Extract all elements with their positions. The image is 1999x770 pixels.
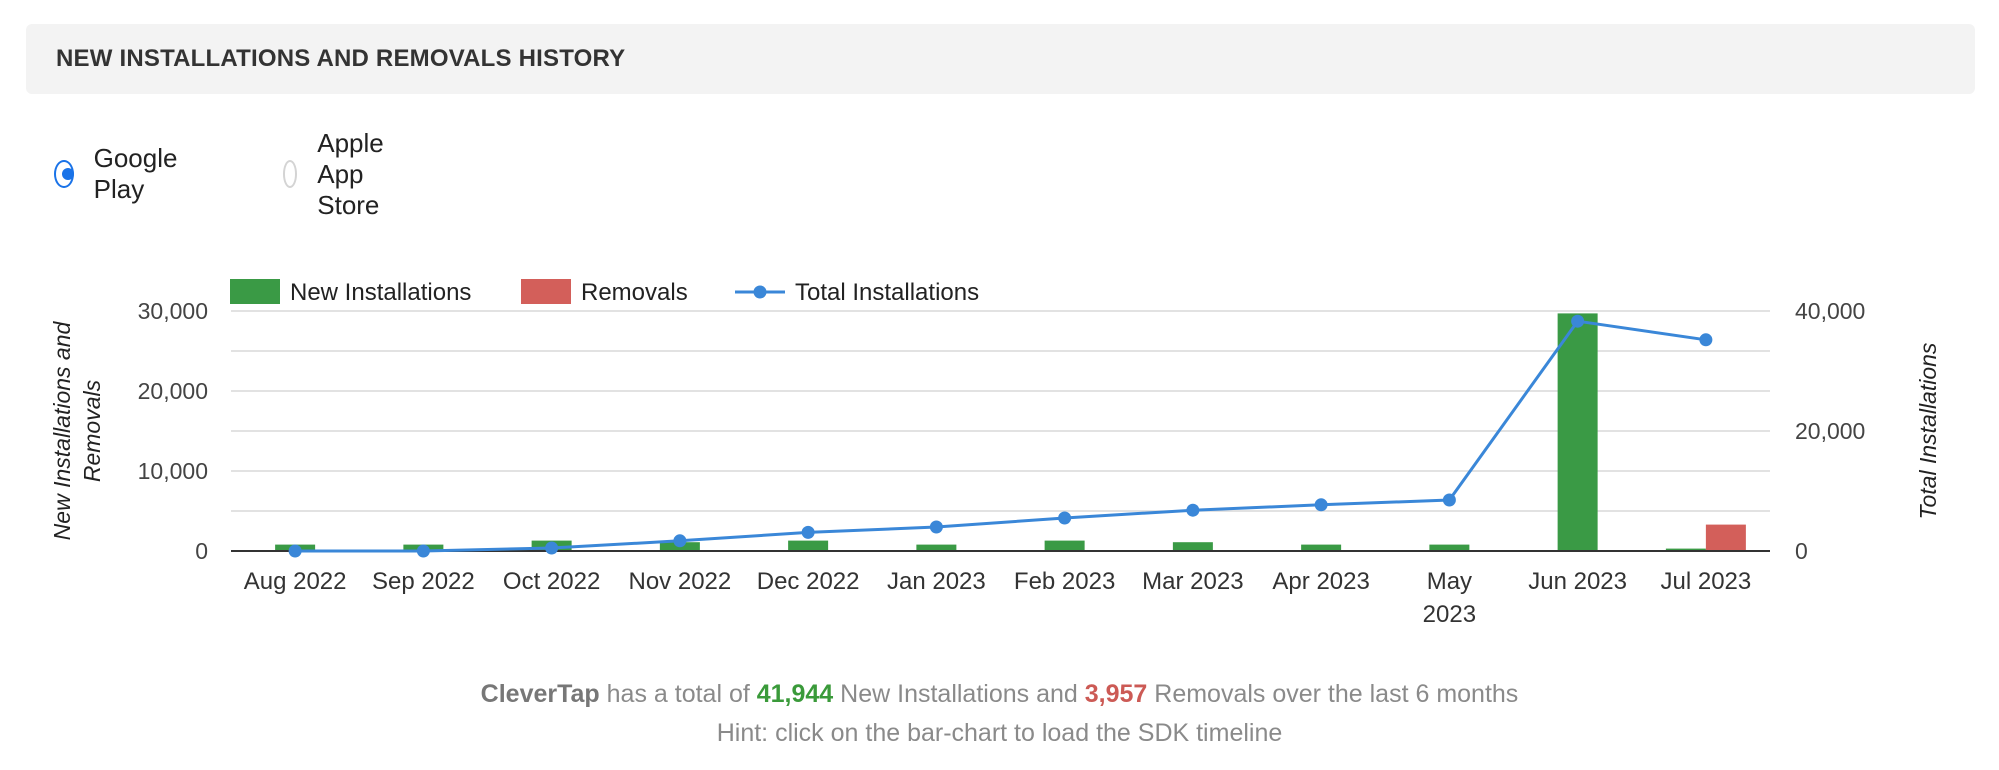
- legend-new-installations-swatch: [230, 279, 280, 304]
- y-left-tick-label: 20,000: [138, 378, 208, 404]
- legend-label: Total Installations: [795, 279, 979, 306]
- total-installations-point: [545, 541, 559, 555]
- total-installations-point: [1186, 503, 1200, 517]
- y-left-tick-label: 30,000: [138, 298, 208, 324]
- new-installations-bar: [1301, 544, 1342, 551]
- total-installations-point: [673, 534, 687, 548]
- total-installations-point: [288, 544, 302, 558]
- x-tick-label: Feb 2023: [1014, 568, 1115, 595]
- summary-hint: Hint: click on the bar-chart to load the…: [716, 719, 1283, 747]
- new-installations-bar: [1044, 540, 1085, 551]
- new-installations-bar: [1665, 548, 1706, 551]
- total-installations-point: [1058, 511, 1072, 525]
- installations-chart[interactable]: 0 10,000 20,000 30,000 0 20,000 40,000 New Inst…: [0, 260, 1999, 640]
- radio-apple-app-store[interactable]: Apple App Store: [283, 128, 398, 220]
- radio-google-play[interactable]: Google Play: [54, 143, 186, 204]
- radio-apple-app-store-label[interactable]: Apple App Store: [317, 127, 384, 220]
- new-installations-bar: [1557, 313, 1598, 551]
- total-installations-point: [929, 520, 943, 534]
- x-tick-label: Apr 2023: [1272, 568, 1369, 595]
- y-left-axis-title: New Installations and Removals: [49, 320, 105, 540]
- total-installations-point: [1699, 333, 1713, 347]
- gridlines: [231, 310, 1770, 512]
- total-installations-point: [1571, 314, 1585, 328]
- legend-removals-swatch: [521, 279, 571, 304]
- x-tick-label: 2023: [1423, 601, 1476, 628]
- x-tick-label: May: [1427, 568, 1472, 595]
- radio-google-play-label[interactable]: Google Play: [93, 143, 178, 204]
- legend-label: Removals: [581, 279, 688, 306]
- legend: New Installations Removals Total Installat…: [230, 279, 979, 306]
- legend-total-installations-marker: [753, 285, 767, 299]
- x-tick-label: Oct 2022: [503, 568, 600, 595]
- x-tick-label: Jul 2023: [1661, 568, 1752, 595]
- total-installations-point: [1442, 493, 1456, 507]
- total-installations-point: [416, 544, 430, 558]
- radio-apple-app-store-circle[interactable]: [283, 160, 298, 188]
- summary-text-1: has a total of: [599, 680, 757, 708]
- y-right-tick-label: 0: [1795, 538, 1808, 564]
- new-installations-bar: [916, 544, 957, 551]
- y-right-axis-title-line: Total Installations: [1915, 342, 1941, 519]
- summary-removals: 3,957: [1084, 680, 1148, 708]
- y-left-tick-label: 10,000: [138, 458, 208, 484]
- bars: [275, 313, 1746, 551]
- panel-header: NEW INSTALLATIONS AND REMOVALS HISTORY: [26, 24, 1975, 94]
- x-tick-label: Aug 2022: [244, 568, 347, 595]
- x-tick-label: Jun 2023: [1528, 568, 1627, 595]
- summary-new-installs: 41,944: [756, 680, 834, 708]
- x-tick-label: Jan 2023: [887, 568, 986, 595]
- y-right-axis-title: Total Installations: [1915, 342, 1941, 519]
- total-installations-line: [295, 319, 1707, 553]
- x-tick-label: Mar 2023: [1142, 568, 1243, 595]
- y-left-tick-label: 0: [195, 538, 208, 564]
- summary-text-3: Removals over the last 6 months: [1147, 680, 1519, 708]
- summary-text-2: New Installations and: [833, 680, 1085, 708]
- total-installations-point: [801, 525, 815, 539]
- x-tick-label: Dec 2022: [757, 568, 860, 595]
- x-tick-label: Nov 2022: [629, 568, 732, 595]
- summary-brand: CleverTap: [480, 680, 600, 708]
- removals-bar: [1705, 524, 1746, 551]
- x-tick-label: Sep 2022: [372, 568, 475, 595]
- total-installations-point: [1314, 498, 1328, 512]
- summary-line: CleverTap has a total of 41,944 New Inst…: [0, 680, 1999, 709]
- new-installations-bar: [1172, 542, 1213, 551]
- new-installations-bar: [788, 540, 829, 551]
- new-installations-bar: [1429, 544, 1470, 551]
- y-right-tick-label: 40,000: [1795, 298, 1865, 324]
- y-left-axis-title-line: New Installations and: [49, 320, 75, 540]
- radio-google-play-circle[interactable]: [54, 160, 74, 188]
- legend-label: New Installations: [290, 279, 471, 306]
- y-right-tick-label: 20,000: [1795, 418, 1865, 444]
- panel-title: NEW INSTALLATIONS AND REMOVALS HISTORY: [56, 45, 626, 72]
- y-left-axis-title-line: Removals: [79, 379, 105, 482]
